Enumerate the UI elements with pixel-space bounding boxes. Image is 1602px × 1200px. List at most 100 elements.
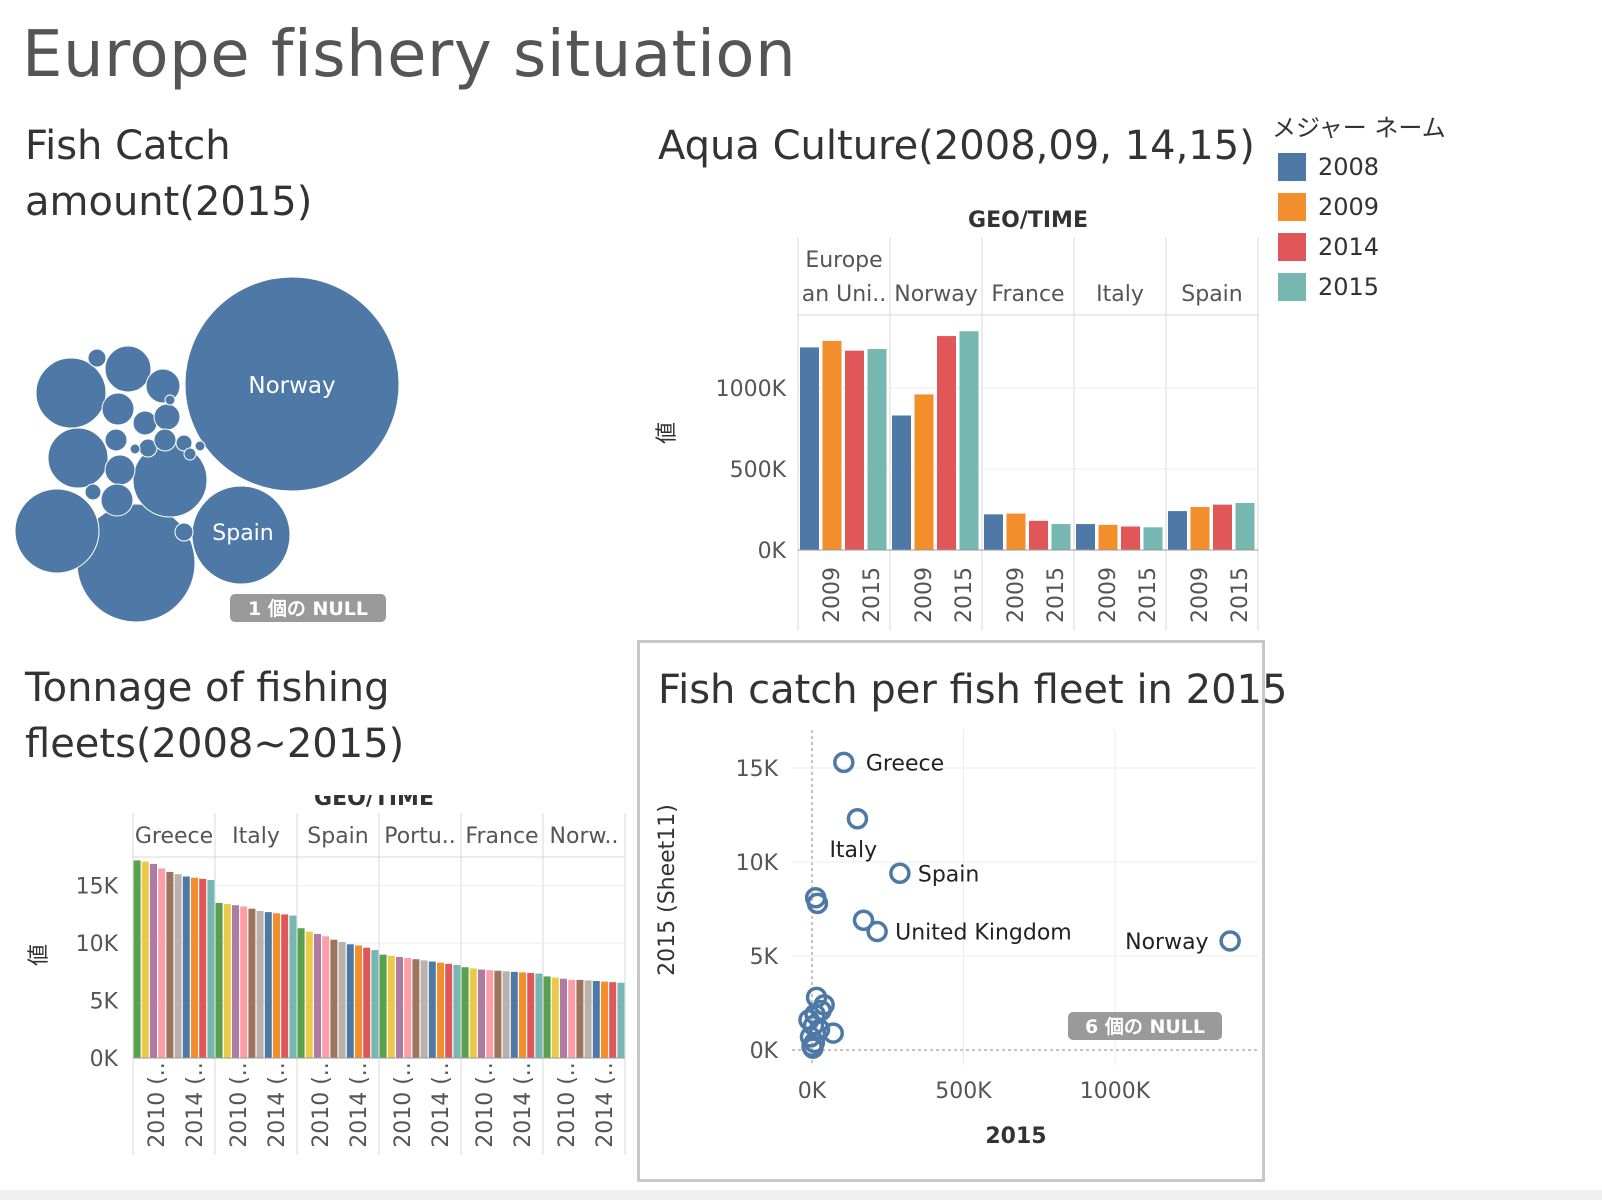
scatter-point (833, 751, 855, 774)
bar (256, 910, 264, 1058)
bar (502, 971, 510, 1058)
bar (551, 977, 559, 1058)
scatter-point (806, 892, 829, 915)
legend-title: メジャー ネーム (1272, 114, 1446, 142)
bar (232, 905, 239, 1058)
group-header: Norw.. (550, 824, 619, 849)
scatter-point (846, 808, 869, 830)
bar (584, 980, 592, 1058)
x-tick-label: 2014 (.. (429, 1062, 454, 1148)
x-tick-label: 1000K (1080, 1079, 1151, 1104)
bubble (175, 434, 193, 452)
legend-swatch (1278, 193, 1306, 221)
bar (305, 931, 313, 1058)
bar (1190, 507, 1210, 550)
bar (297, 928, 305, 1058)
x-tick-label: 2014 (.. (347, 1062, 372, 1148)
bar (412, 959, 420, 1058)
bar (494, 970, 502, 1058)
group-header: Spain (1181, 282, 1242, 307)
bar (535, 973, 543, 1058)
bubble (194, 440, 206, 452)
group-header: Norway (894, 282, 977, 307)
legend-swatch (1278, 273, 1306, 301)
bar (223, 904, 231, 1058)
bar (892, 415, 911, 550)
null-badge (230, 594, 386, 622)
x-tick-label: 0K (798, 1079, 827, 1104)
bar (1213, 504, 1232, 550)
x-tick-label: 2009 (912, 567, 937, 623)
bubble (174, 522, 194, 542)
bubble-label-spain: Spain (212, 521, 273, 546)
bubble (183, 447, 197, 461)
dashboard-title: Europe fishery situation (22, 18, 797, 92)
bar (1121, 526, 1140, 550)
x-tick-label: 2014 (.. (511, 1062, 536, 1148)
bar (800, 347, 819, 550)
bar (404, 958, 412, 1058)
column-header: GEO/TIME (968, 208, 1088, 233)
bubble (153, 428, 177, 452)
bar (984, 514, 1003, 550)
bar (174, 874, 182, 1058)
aqua-culture-title: Aqua Culture(2008,09, 14,15) (658, 123, 1255, 169)
x-tick-label: 2015 (1228, 567, 1253, 623)
scatter-point (866, 920, 888, 943)
point-label: Spain (918, 862, 979, 887)
x-tick-label: 2010 (.. (391, 1062, 416, 1148)
column-header: GEO/TIME (314, 795, 434, 811)
bar (576, 979, 584, 1058)
bar (346, 944, 354, 1058)
x-tick-label: 2010 (.. (227, 1062, 252, 1148)
bar (592, 981, 600, 1058)
scatter-point (802, 1037, 824, 1059)
group-header: Italy (1096, 282, 1144, 307)
legend-label: 2014 (1318, 233, 1380, 261)
bar (314, 933, 321, 1058)
legend-item: 2015 (1278, 272, 1379, 302)
legend-item: 2014 (1278, 232, 1379, 262)
x-tick-label: 2010 (.. (145, 1062, 170, 1148)
legend-item: 2009 (1278, 192, 1379, 222)
bubble (104, 428, 128, 452)
fish-catch-title: Fish Catch amount(2015) (25, 123, 313, 225)
bar (141, 861, 149, 1058)
bottom-bar (0, 1190, 1602, 1200)
bar (133, 860, 141, 1058)
x-tick-label: 2015 (1044, 567, 1069, 623)
bar (486, 970, 494, 1058)
null-badge (1068, 1012, 1222, 1040)
group-header: Spain (307, 824, 368, 849)
bar (191, 877, 198, 1058)
scatter-frame (637, 640, 1265, 1182)
x-tick-label: 2014 (.. (183, 1062, 208, 1148)
x-tick-label: 2009 (1188, 567, 1213, 623)
bar (845, 350, 864, 550)
bar (289, 915, 297, 1058)
point-label: United Kingdom (895, 921, 1072, 946)
bubble (104, 345, 152, 393)
bubble-label-norway: Norway (248, 373, 335, 399)
bar (322, 936, 330, 1058)
bubble (101, 392, 135, 426)
x-tick-label: 2009 (1096, 567, 1121, 623)
bar (1168, 511, 1187, 550)
bar (914, 394, 934, 550)
bar (510, 971, 518, 1058)
bar (371, 950, 379, 1058)
bar (215, 902, 223, 1058)
bar (248, 908, 256, 1058)
bar (182, 876, 190, 1058)
y-axis-label: 2015 (Sheet11) (655, 804, 680, 976)
bar (568, 979, 576, 1058)
legend-label: 2009 (1318, 193, 1380, 221)
x-tick-label: 2010 (.. (309, 1062, 334, 1148)
group-header: France (991, 282, 1064, 307)
bar (617, 982, 625, 1058)
bar (437, 962, 444, 1058)
bar (199, 878, 207, 1058)
bubble (184, 276, 400, 492)
tonnage-title: Tonnage of fishing fleets(2008~2015) (25, 665, 405, 767)
y-tick-label: 0K (758, 539, 787, 564)
